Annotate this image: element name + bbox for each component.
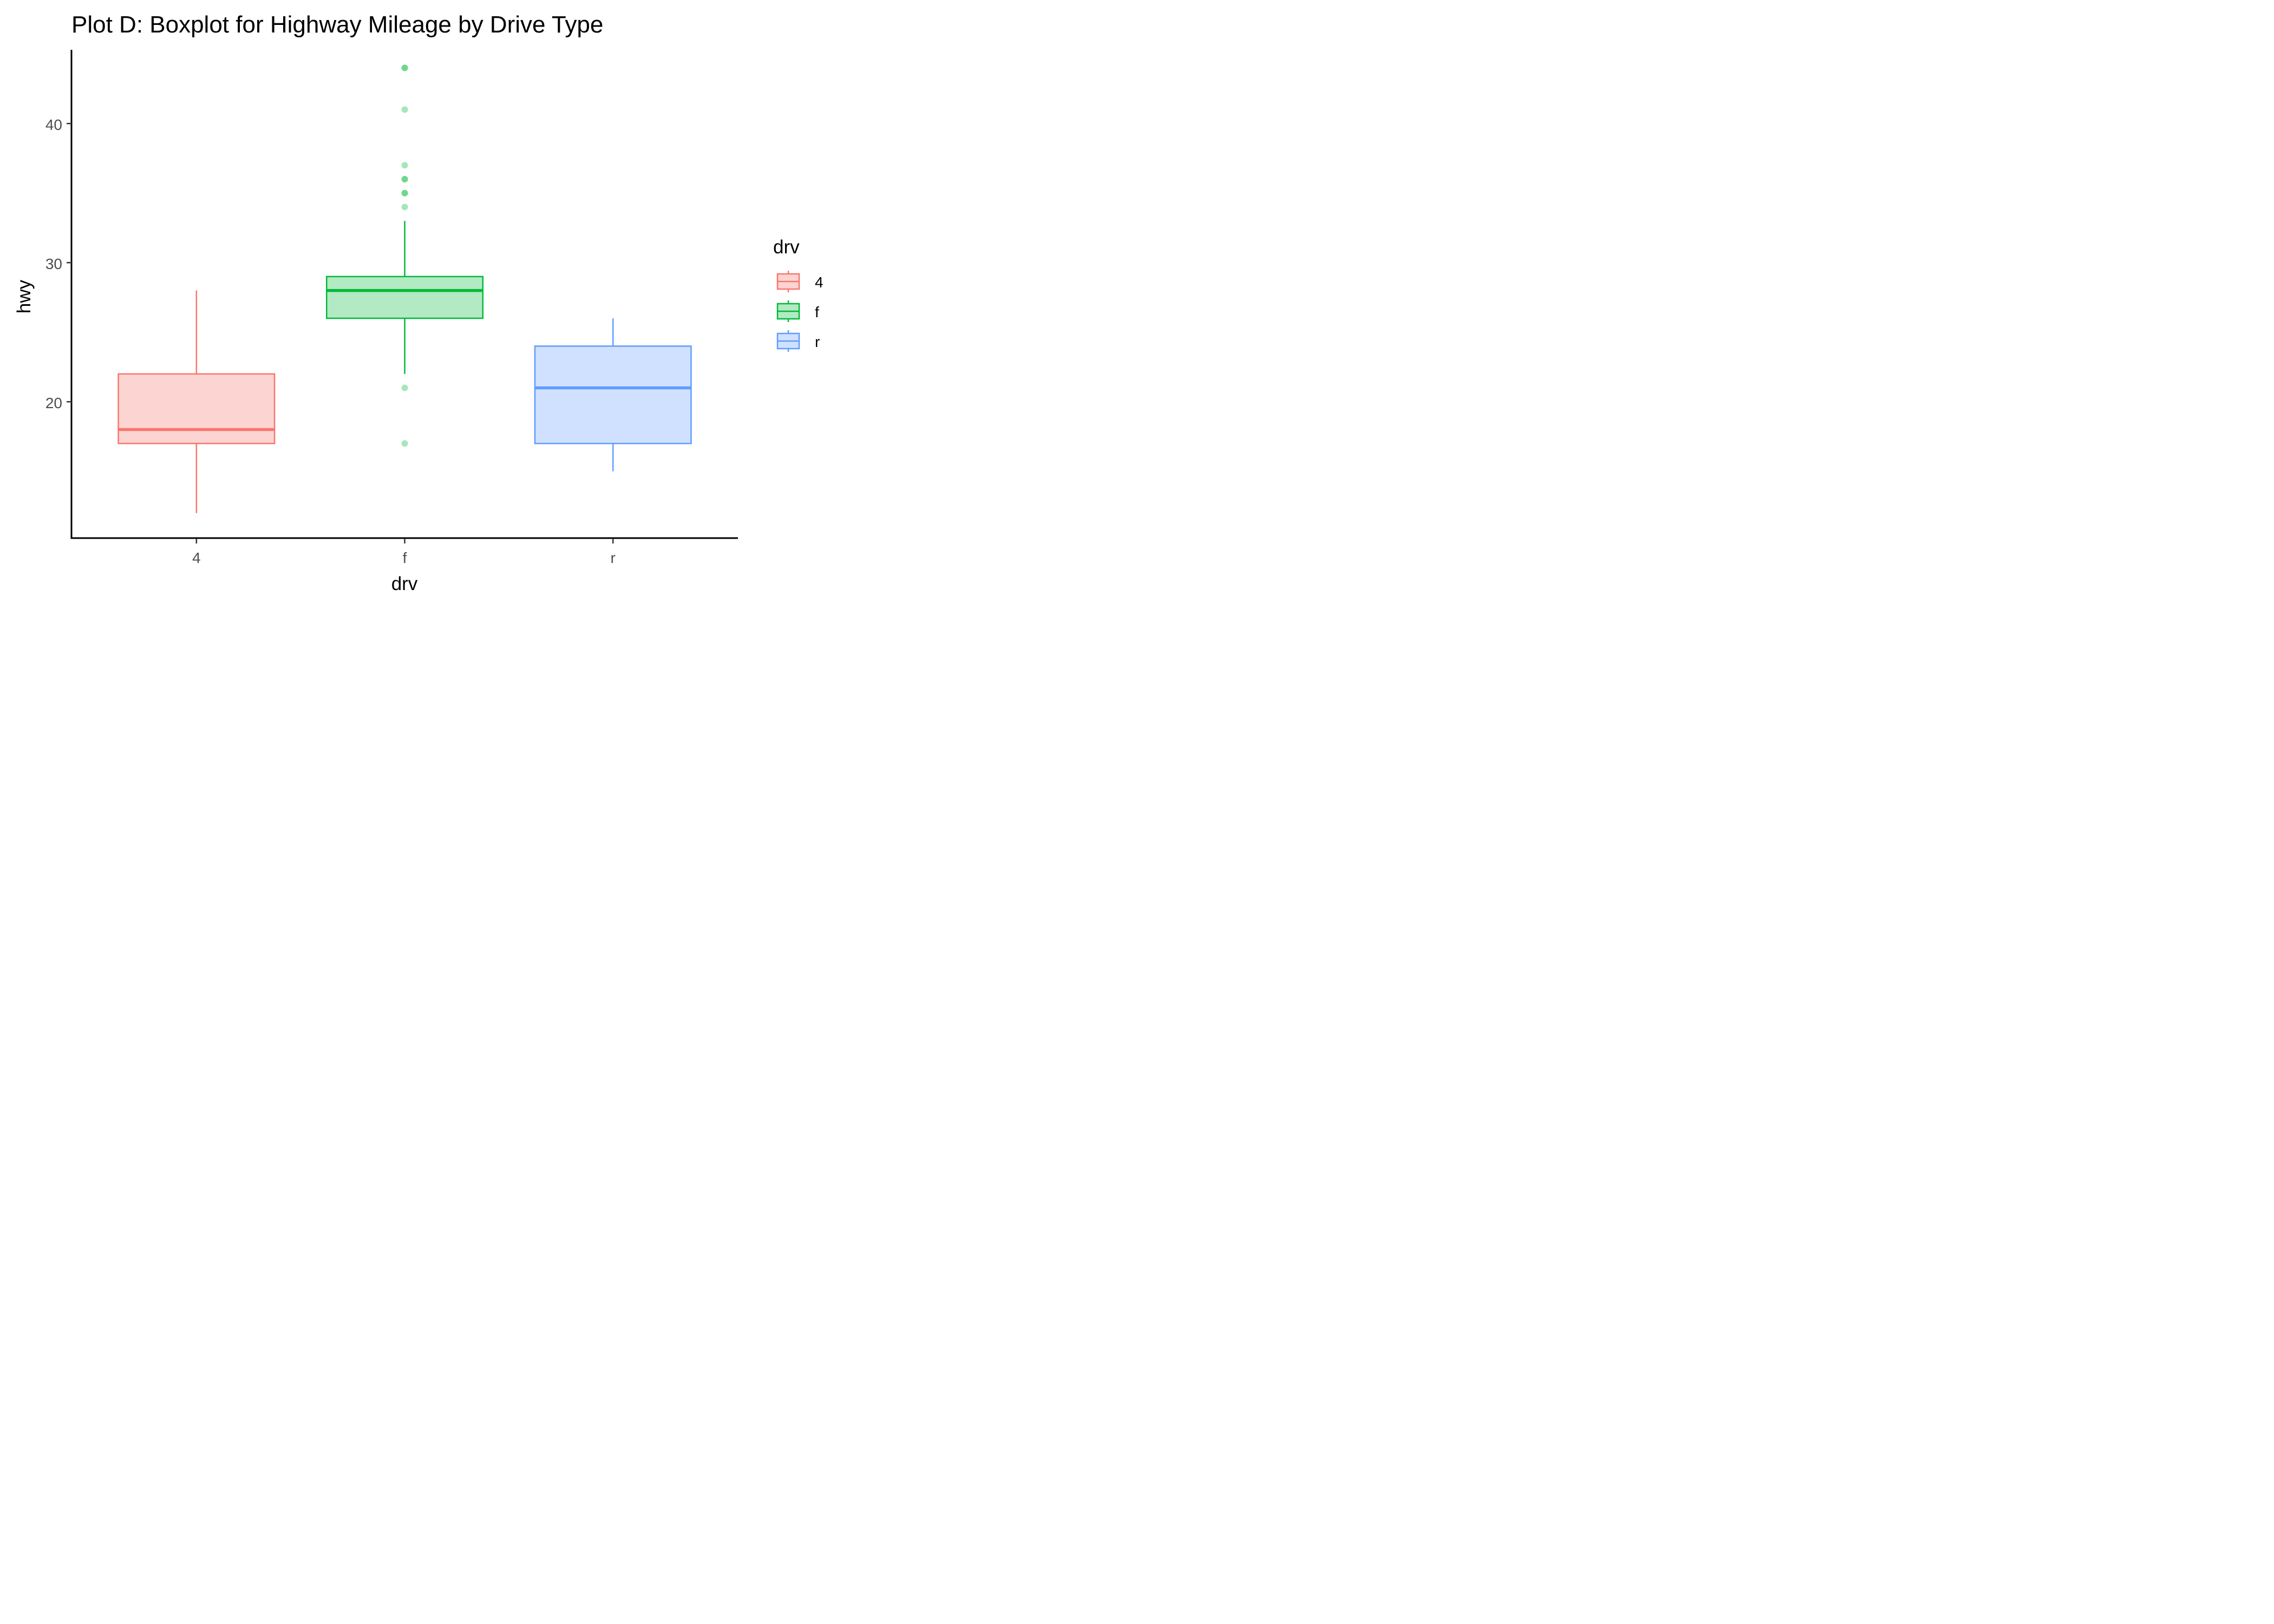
legend-label: 4 xyxy=(815,274,824,291)
legend-label: f xyxy=(815,304,819,320)
x-ticks-layer: 4 f r xyxy=(192,539,616,566)
chart-title: Plot D: Boxplot for Highway Mileage by D… xyxy=(71,11,603,38)
x-tick-label: f xyxy=(403,549,407,566)
x-tick-label: 4 xyxy=(192,549,201,566)
box-f-outlier-point xyxy=(401,106,408,113)
legend: drv 4 fr xyxy=(773,237,824,352)
box-f-outlier-point xyxy=(401,175,408,182)
y-tick-label: 30 xyxy=(45,256,62,272)
box-r-iqr xyxy=(534,345,692,444)
box-f-outlier-point xyxy=(401,64,408,71)
box-f-outlier-point xyxy=(401,162,408,169)
box-f-outlier-point xyxy=(401,175,408,182)
boxplot-chart: Plot D: Boxplot for Highway Mileage by D… xyxy=(14,11,824,594)
y-ticks-layer: 20 30 40 xyxy=(45,116,71,411)
box-f-outlier-point xyxy=(401,384,408,391)
x-axis-label: drv xyxy=(391,573,418,594)
legend-title: drv xyxy=(773,237,800,258)
box-f-outlier-point xyxy=(401,440,408,447)
box-f-outlier-point xyxy=(401,189,408,197)
outliers-layer xyxy=(401,64,408,447)
box-f-iqr xyxy=(325,276,484,319)
legend-label: r xyxy=(815,333,820,350)
box-f-outlier-point xyxy=(401,204,408,211)
box-f-outlier-point xyxy=(401,189,408,197)
box-4-iqr xyxy=(117,373,276,444)
y-tick-label: 20 xyxy=(45,395,62,411)
x-tick-label: r xyxy=(611,549,616,566)
boxes-layer xyxy=(117,221,692,513)
legend-keys: 4 fr xyxy=(776,271,824,352)
box-f-outlier-point xyxy=(401,64,408,71)
y-axis-label: hwy xyxy=(14,279,35,313)
y-tick-label: 40 xyxy=(45,116,62,133)
